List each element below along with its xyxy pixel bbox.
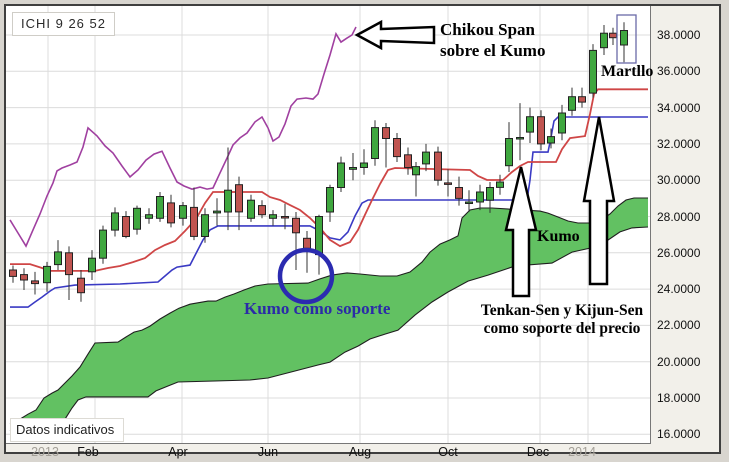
annotation-kumo: Kumo	[537, 228, 580, 245]
arrow-left-chikou	[354, 19, 436, 51]
candles	[9, 22, 628, 302]
annotation-kumo-soporte: Kumo como soporte	[244, 299, 391, 318]
x-axis-label: Oct	[438, 445, 458, 459]
y-axis-label: 18.0000	[657, 391, 701, 405]
y-axis-label: 22.0000	[657, 318, 701, 332]
y-axis-label: 16.0000	[657, 427, 701, 441]
x-axis-label: Feb	[77, 445, 99, 459]
y-axis-label: 20.0000	[657, 355, 701, 369]
arrow-up-tenkan	[504, 166, 538, 298]
x-axis-label: Aug	[348, 445, 372, 459]
annotation-shapes	[277, 14, 637, 305]
indicator-label[interactable]: ICHI 9 26 52	[12, 12, 115, 36]
annotation-chikou-line1: Chikou Span	[440, 20, 535, 39]
annotation-tenkan-line2: como soporte del precio	[483, 319, 641, 337]
hammer-highlight-box	[616, 14, 637, 64]
x-axis-label: Apr	[168, 445, 188, 459]
x-axis-label: Jun	[257, 445, 279, 459]
y-axis-label: 24.0000	[657, 282, 701, 296]
chikou-span-line	[9, 26, 357, 248]
y-axis-label: 34.0000	[657, 101, 701, 115]
annotation-martillo: Martllo	[601, 63, 654, 80]
annotation-chikou-line2: sobre el Kumo	[440, 41, 546, 60]
x-axis-label: Dec	[526, 445, 550, 459]
footnote-label: Datos indicativos	[10, 418, 125, 442]
y-axis-label: 28.0000	[657, 210, 701, 224]
y-axis-label: 36.0000	[657, 64, 701, 78]
kumo-support-circle	[277, 247, 335, 305]
annotation-chikou-span: Chikou Span sobre el Kumo	[440, 19, 650, 61]
x-axis-label: 2014	[568, 445, 596, 459]
tenkan-sen-line	[10, 88, 648, 272]
y-axis-label: 26.0000	[657, 246, 701, 260]
annotation-tenkan-kijun: Tenkan-Sen y Kijun-Sen como soporte del …	[462, 302, 662, 337]
x-axis-label: 2013	[31, 445, 59, 459]
arrow-up-kijun	[582, 116, 616, 286]
kijun-sen-line	[10, 116, 648, 308]
kumo-cloud	[10, 198, 648, 437]
annotation-tenkan-line1: Tenkan-Sen y Kijun-Sen	[480, 302, 644, 319]
y-axis-label: 32.0000	[657, 137, 701, 151]
y-axis-label: 30.0000	[657, 173, 701, 187]
y-axis-label: 38.0000	[657, 28, 701, 42]
